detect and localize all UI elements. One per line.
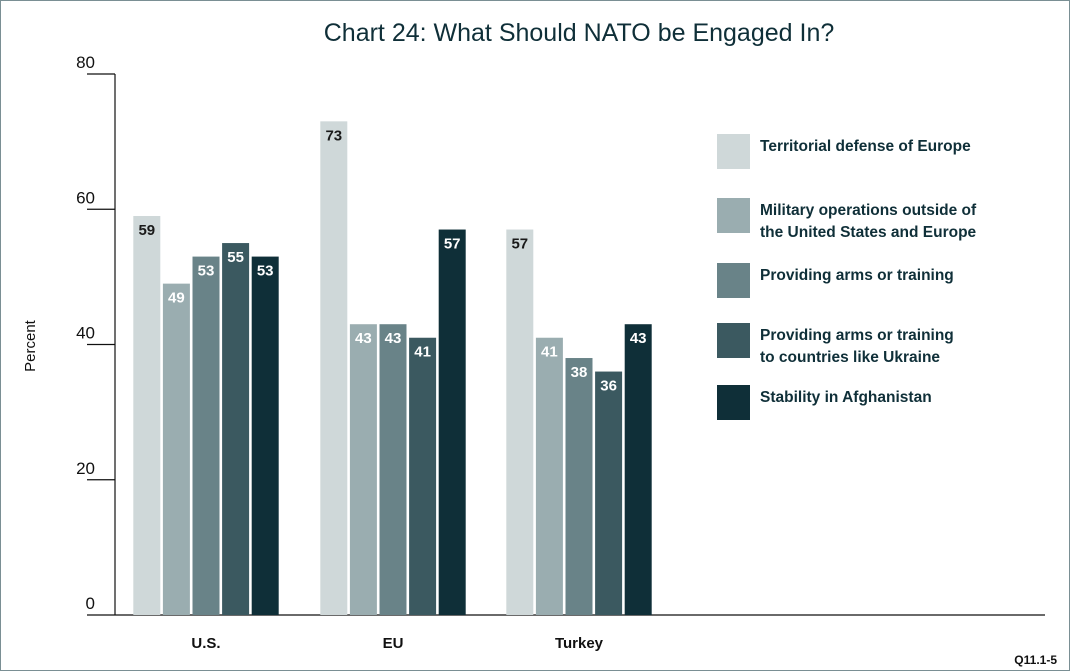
bar [409, 337, 437, 615]
data-label: 53 [257, 263, 274, 280]
data-label: 49 [168, 290, 185, 307]
data-label: 59 [138, 222, 155, 239]
chart-title: Chart 24: What Should NATO be Engaged In… [324, 19, 835, 47]
legend-label: Providing arms or training [760, 327, 954, 344]
data-label: 57 [511, 236, 528, 253]
y-tick-label: 20 [76, 459, 95, 478]
legend-swatch [717, 134, 750, 169]
data-label: 57 [444, 236, 461, 253]
bar [506, 229, 534, 615]
legend-label: Stability in Afghanistan [760, 389, 932, 406]
y-tick-label: 40 [76, 324, 95, 343]
data-label: 55 [227, 249, 244, 266]
data-label: 41 [541, 344, 558, 361]
legend: Territorial defense of Europe Military op… [717, 134, 977, 420]
legend-label: the United States and Europe [760, 224, 977, 241]
data-label: 53 [198, 263, 215, 280]
data-label: 38 [571, 364, 588, 381]
bar [565, 358, 593, 615]
y-tick-label: 60 [76, 188, 95, 207]
data-label: 43 [630, 330, 647, 347]
data-label: 36 [600, 378, 617, 395]
y-axis-label: Percent [22, 319, 39, 372]
legend-swatch [717, 323, 750, 358]
bar [133, 216, 161, 615]
bar [320, 121, 348, 616]
y-tick-label: 0 [86, 594, 95, 613]
bar [162, 283, 190, 615]
bar [349, 324, 377, 615]
legend-label: to countries like Ukraine [760, 349, 940, 366]
legend-label: Military operations outside of [760, 202, 977, 219]
bar [595, 371, 623, 615]
bar [535, 337, 563, 615]
data-label: 43 [355, 330, 372, 347]
legend-label: Territorial defense of Europe [760, 138, 971, 155]
bars: 59 49 53 55 53 U.S. 73 43 43 41 57 EU 57 41 38 36 43 Turk… [133, 121, 652, 652]
bar [251, 256, 279, 615]
legend-swatch [717, 263, 750, 298]
legend-swatch [717, 385, 750, 420]
data-label: 41 [414, 344, 431, 361]
x-category-label: EU [383, 635, 404, 652]
legend-label: Providing arms or training [760, 267, 954, 284]
bar [438, 229, 466, 615]
data-label: 73 [325, 127, 342, 144]
x-category-label: Turkey [555, 635, 604, 652]
x-category-label: U.S. [191, 635, 220, 652]
bar [192, 256, 220, 615]
data-label: 43 [385, 330, 402, 347]
y-tick-label: 80 [76, 53, 95, 72]
legend-swatch [717, 198, 750, 233]
bar [379, 324, 407, 615]
bar [222, 243, 250, 615]
question-code: Q11.1-5 [1014, 653, 1057, 667]
bar [624, 324, 652, 615]
